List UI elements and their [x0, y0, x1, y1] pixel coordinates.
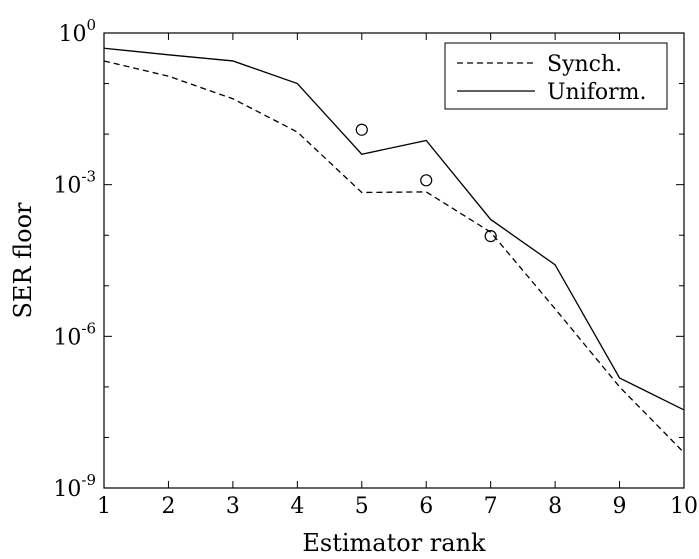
- x-axis-label: Estimator rank: [302, 529, 486, 555]
- x-tick-label: 5: [355, 494, 369, 519]
- legend-label: Uniform.: [547, 80, 647, 105]
- legend-box: [444, 42, 668, 110]
- y-axis-label: SER floor: [9, 202, 37, 319]
- series-layer: [103, 47, 685, 454]
- x-tick-label: 9: [613, 494, 627, 519]
- y-tick-label: 10-9: [53, 471, 96, 502]
- legend-label: Synch.: [547, 52, 622, 77]
- axis-layer: 1 2 3 4 5 6 7 8 9 10 100 10-3 10-6 10-9 Estimator rank…: [9, 16, 698, 557]
- marker-circle: [484, 230, 497, 243]
- plot-area: [103, 32, 685, 489]
- series-line-synch: [103, 60, 685, 454]
- x-tick-label: 7: [484, 494, 498, 519]
- x-tick-label: 8: [548, 494, 562, 519]
- x-tick-label: 2: [161, 494, 175, 519]
- y-tick-label: 10-3: [53, 168, 96, 199]
- marker-layer: [355, 123, 497, 243]
- series-line-uniform: [103, 47, 685, 411]
- marker-circle: [420, 174, 433, 187]
- marker-circle: [355, 123, 368, 136]
- plot-frame: [103, 32, 685, 489]
- x-tick-label: 6: [419, 494, 433, 519]
- y-tick-label: 100: [58, 16, 96, 47]
- x-tick-label: 3: [226, 494, 240, 519]
- x-tick-label: 1: [97, 494, 111, 519]
- x-tick-label: 4: [290, 494, 304, 519]
- legend: Synch. Uniform.: [444, 42, 668, 110]
- y-tick-label: 10-6: [53, 319, 96, 350]
- x-tick-label: 10: [670, 494, 698, 519]
